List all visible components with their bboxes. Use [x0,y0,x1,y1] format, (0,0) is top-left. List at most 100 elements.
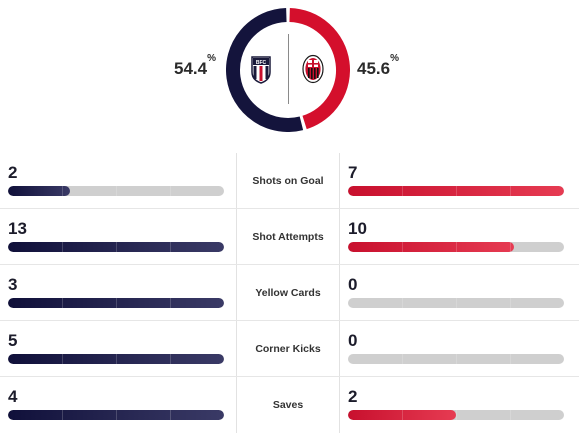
away-stat-value: 7 [348,163,358,182]
bar-segment-divider [62,298,63,308]
crest-divider [288,34,289,104]
stat-row: 4 Saves 2 [0,377,579,433]
home-stat-value: 5 [8,331,18,350]
bar-segment-divider [510,242,511,252]
bar-segment-divider [456,298,457,308]
row-separator [0,208,579,209]
home-stat-bar-track [8,354,224,364]
stat-label-cell: Shots on Goal [236,153,340,209]
home-stat-bar-track [8,242,224,252]
possession-widget: 54.4% BFC 45.6% [0,0,579,140]
stat-label: Shot Attempts [252,231,324,243]
away-stat-cell: 2 [340,377,579,433]
stat-label: Corner Kicks [255,343,321,355]
away-stat-cell: 0 [340,321,579,377]
away-stat-value: 0 [348,331,358,350]
home-stat-bar-track [8,298,224,308]
bar-segment-divider [62,242,63,252]
bologna-crest-icon: BFC [251,56,271,84]
away-stat-bar-track [348,298,564,308]
away-stat-bar-fill [348,410,511,420]
bar-segment-divider [170,242,171,252]
row-separator [0,264,579,265]
stat-label-cell: Yellow Cards [236,265,340,321]
home-stat-bar-track [8,186,224,196]
bar-segment-divider [402,410,403,420]
home-stat-bar-fill [8,354,224,364]
bar-segment-divider [62,354,63,364]
bar-segment-divider [402,298,403,308]
home-stat-bar-fill [8,298,224,308]
home-stat-cell: 3 [0,265,236,321]
bar-segment-divider [402,186,403,196]
home-stat-cell: 13 [0,209,236,265]
home-stat-bar-track [8,410,224,420]
percent-symbol: % [207,53,216,65]
away-stat-cell: 10 [340,209,579,265]
bar-segment-divider [456,410,457,420]
away-stat-value: 10 [348,219,367,238]
stat-label-cell: Shot Attempts [236,209,340,265]
bar-segment-divider [170,354,171,364]
stat-row: 5 Corner Kicks 0 [0,321,579,377]
ac-milan-crest-icon [302,54,324,84]
bar-segment-divider [116,410,117,420]
away-stat-bar-track [348,242,564,252]
home-stat-bar-fill [8,186,171,196]
bar-segment-divider [116,186,117,196]
away-stat-bar-track [348,186,564,196]
away-stat-bar-track [348,410,564,420]
stat-label-cell: Saves [236,377,340,433]
home-stat-cell: 5 [0,321,236,377]
home-stat-value: 13 [8,219,27,238]
possession-donut [226,8,350,132]
bar-segment-divider [170,410,171,420]
away-possession-arc [289,8,350,130]
stat-row: 2 Shots on Goal 7 [0,153,579,209]
bar-segment-divider [62,410,63,420]
row-separator [0,320,579,321]
bar-segment-divider [402,354,403,364]
away-stat-value: 0 [348,275,358,294]
home-stat-value: 4 [8,387,18,406]
svg-text:BFC: BFC [256,60,267,66]
away-stat-value: 2 [348,387,358,406]
stat-label: Shots on Goal [252,175,324,187]
stat-row: 3 Yellow Cards 0 [0,265,579,321]
home-possession-arc [226,8,304,132]
home-stat-cell: 2 [0,153,236,209]
home-possession-percent: 54.4% [174,53,216,79]
home-stat-value: 3 [8,275,18,294]
bar-segment-divider [456,186,457,196]
bar-segment-divider [116,354,117,364]
stat-row: 13 Shot Attempts 10 [0,209,579,265]
home-possession-value: 54.4 [174,59,208,78]
bar-segment-divider [116,298,117,308]
percent-symbol: % [390,53,399,65]
bar-segment-divider [170,298,171,308]
home-stat-bar-fill [8,410,224,420]
bar-segment-divider [510,354,511,364]
bar-segment-divider [456,354,457,364]
away-stat-bar-fill [348,186,564,196]
stat-label: Yellow Cards [255,287,321,299]
bar-segment-divider [170,186,171,196]
away-possession-percent: 45.6% [357,53,399,79]
away-stat-bar-fill [348,242,514,252]
stat-label: Saves [272,399,304,411]
bar-segment-divider [116,242,117,252]
bar-segment-divider [456,242,457,252]
bar-segment-divider [510,410,511,420]
bar-segment-divider [62,186,63,196]
bar-segment-divider [510,186,511,196]
row-separator [0,376,579,377]
bar-segment-divider [510,298,511,308]
away-stat-cell: 7 [340,153,579,209]
stat-label-cell: Corner Kicks [236,321,340,377]
home-stat-value: 2 [8,163,18,182]
home-stat-cell: 4 [0,377,236,433]
home-stat-bar-fill [8,242,224,252]
bar-segment-divider [402,242,403,252]
away-stat-cell: 0 [340,265,579,321]
away-possession-value: 45.6 [357,59,391,78]
